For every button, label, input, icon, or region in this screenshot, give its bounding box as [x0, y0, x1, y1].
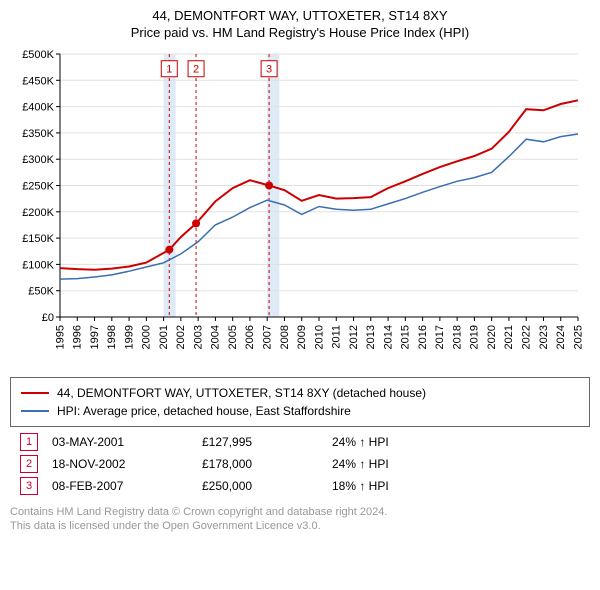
transaction-date: 08-FEB-2007 — [52, 479, 202, 493]
legend-label: HPI: Average price, detached house, East… — [57, 402, 351, 420]
footer-line-2: This data is licensed under the Open Gov… — [10, 519, 590, 533]
transaction-date: 03-MAY-2001 — [52, 435, 202, 449]
transaction-delta: 24% ↑ HPI — [332, 435, 590, 449]
svg-text:1997: 1997 — [89, 325, 101, 349]
legend-box: 44, DEMONTFORT WAY, UTTOXETER, ST14 8XY … — [10, 377, 590, 427]
svg-text:£100K: £100K — [22, 259, 54, 271]
price-chart: £0 £50K £100K £150K £200K £250K £300K £350K £400… — [10, 46, 590, 371]
svg-text:£300K: £300K — [22, 154, 54, 166]
transaction-row: 1 03-MAY-2001£127,99524% ↑ HPI — [10, 433, 590, 451]
svg-text:2022: 2022 — [521, 325, 533, 349]
svg-text:3: 3 — [266, 64, 272, 76]
transaction-price: £250,000 — [202, 479, 332, 493]
svg-text:£400K: £400K — [22, 102, 54, 114]
svg-text:£450K: £450K — [22, 75, 54, 87]
svg-text:2014: 2014 — [382, 325, 394, 349]
page-title: 44, DEMONTFORT WAY, UTTOXETER, ST14 8XY — [10, 8, 590, 23]
svg-text:2004: 2004 — [210, 325, 222, 349]
svg-text:2003: 2003 — [192, 325, 204, 349]
svg-text:2006: 2006 — [244, 325, 256, 349]
transaction-list: 1 03-MAY-2001£127,99524% ↑ HPI 2 18-NOV-200… — [10, 433, 590, 495]
svg-text:2000: 2000 — [141, 325, 153, 349]
page-subtitle: Price paid vs. HM Land Registry's House … — [10, 25, 590, 40]
svg-text:2018: 2018 — [451, 325, 463, 349]
svg-text:£250K: £250K — [22, 181, 54, 193]
svg-text:2020: 2020 — [486, 325, 498, 349]
svg-text:£350K: £350K — [22, 128, 54, 140]
svg-text:£0: £0 — [42, 312, 54, 324]
svg-text:2001: 2001 — [158, 325, 170, 349]
transaction-delta: 24% ↑ HPI — [332, 457, 590, 471]
transaction-price: £127,995 — [202, 435, 332, 449]
transaction-delta: 18% ↑ HPI — [332, 479, 590, 493]
svg-text:1996: 1996 — [72, 325, 84, 349]
transaction-price: £178,000 — [202, 457, 332, 471]
svg-text:2025: 2025 — [572, 325, 584, 349]
svg-text:1998: 1998 — [106, 325, 118, 349]
legend-swatch — [21, 410, 49, 412]
svg-text:1: 1 — [166, 64, 172, 76]
transaction-date: 18-NOV-2002 — [52, 457, 202, 471]
svg-text:2019: 2019 — [469, 325, 481, 349]
transaction-number-box: 1 — [20, 433, 38, 451]
svg-text:1995: 1995 — [54, 325, 66, 349]
svg-text:2007: 2007 — [262, 325, 274, 349]
legend-swatch — [21, 392, 49, 394]
svg-text:2: 2 — [193, 64, 199, 76]
svg-text:2011: 2011 — [331, 325, 343, 349]
svg-text:2010: 2010 — [313, 325, 325, 349]
svg-text:£50K: £50K — [28, 286, 54, 298]
svg-text:2002: 2002 — [175, 325, 187, 349]
svg-text:2024: 2024 — [555, 325, 567, 349]
transaction-row: 3 08-FEB-2007£250,00018% ↑ HPI — [10, 477, 590, 495]
svg-text:2008: 2008 — [279, 325, 291, 349]
transaction-number-box: 3 — [20, 477, 38, 495]
svg-text:2017: 2017 — [434, 325, 446, 349]
svg-text:2015: 2015 — [400, 325, 412, 349]
svg-text:2021: 2021 — [503, 325, 515, 349]
svg-text:1999: 1999 — [123, 325, 135, 349]
svg-text:2013: 2013 — [365, 325, 377, 349]
svg-text:£150K: £150K — [22, 233, 54, 245]
svg-text:£500K: £500K — [22, 49, 54, 61]
svg-text:2016: 2016 — [417, 325, 429, 349]
svg-text:£200K: £200K — [22, 207, 54, 219]
transaction-row: 2 18-NOV-2002£178,00024% ↑ HPI — [10, 455, 590, 473]
footer-copyright: Contains HM Land Registry data © Crown c… — [10, 505, 590, 533]
svg-text:2012: 2012 — [348, 325, 360, 349]
footer-line-1: Contains HM Land Registry data © Crown c… — [10, 505, 590, 519]
svg-text:2023: 2023 — [538, 325, 550, 349]
legend-item: 44, DEMONTFORT WAY, UTTOXETER, ST14 8XY … — [21, 384, 579, 402]
svg-text:2005: 2005 — [227, 325, 239, 349]
svg-text:2009: 2009 — [296, 325, 308, 349]
legend-label: 44, DEMONTFORT WAY, UTTOXETER, ST14 8XY … — [57, 384, 426, 402]
legend-item: HPI: Average price, detached house, East… — [21, 402, 579, 420]
transaction-number-box: 2 — [20, 455, 38, 473]
